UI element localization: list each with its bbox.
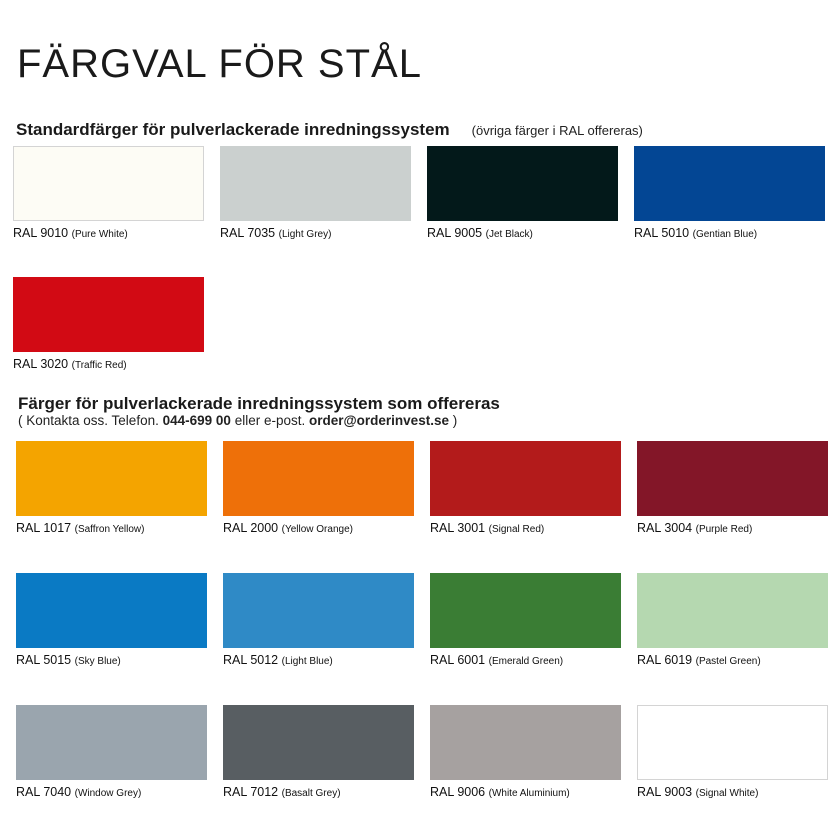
standard-heading-text: Standardfärger för pulverlackerade inred… bbox=[16, 120, 450, 139]
color-swatch bbox=[430, 705, 621, 780]
contact-prefix: ( Kontakta oss. Telefon. bbox=[18, 413, 159, 428]
ral-code: RAL 9005 bbox=[427, 226, 483, 240]
standard-note: (övriga färger i RAL offereras) bbox=[471, 123, 643, 138]
color-name: (White Aluminium) bbox=[488, 788, 570, 799]
color-swatch bbox=[13, 277, 204, 352]
color-swatch-item: RAL 5010 (Gentian Blue) bbox=[634, 146, 825, 240]
ral-code: RAL 9010 bbox=[13, 226, 69, 240]
color-label: RAL 6019 (Pastel Green) bbox=[637, 653, 828, 667]
ral-code: RAL 1017 bbox=[16, 521, 72, 535]
color-swatch-item: RAL 3001 (Signal Red) bbox=[430, 441, 621, 535]
page-title: FÄRGVAL FÖR STÅL bbox=[17, 42, 422, 86]
color-label: RAL 6001 (Emerald Green) bbox=[430, 653, 621, 667]
color-swatch bbox=[430, 573, 621, 648]
color-name: (Basalt Grey) bbox=[281, 788, 341, 799]
color-name: (Pure White) bbox=[71, 229, 128, 240]
color-swatch-item: RAL 7012 (Basalt Grey) bbox=[223, 705, 414, 799]
color-label: RAL 5010 (Gentian Blue) bbox=[634, 226, 825, 240]
ral-code: RAL 5010 bbox=[634, 226, 690, 240]
color-swatch-item: RAL 9006 (White Aluminium) bbox=[430, 705, 621, 799]
color-name: (Yellow Orange) bbox=[281, 524, 353, 535]
color-swatch bbox=[16, 705, 207, 780]
color-label: RAL 3001 (Signal Red) bbox=[430, 521, 621, 535]
color-swatch bbox=[637, 573, 828, 648]
ral-code: RAL 3001 bbox=[430, 521, 486, 535]
ral-code: RAL 7035 bbox=[220, 226, 276, 240]
standard-color-grid: RAL 9010 (Pure White) RAL 7035 (Light Gre… bbox=[13, 146, 825, 371]
color-swatch-item: RAL 1017 (Saffron Yellow) bbox=[16, 441, 207, 535]
color-swatch bbox=[634, 146, 825, 221]
color-name: (Jet Black) bbox=[485, 229, 533, 240]
color-swatch bbox=[637, 441, 828, 516]
color-label: RAL 7035 (Light Grey) bbox=[220, 226, 411, 240]
color-name: (Emerald Green) bbox=[488, 656, 564, 667]
color-swatch bbox=[223, 441, 414, 516]
color-swatch-item: RAL 7035 (Light Grey) bbox=[220, 146, 411, 240]
color-label: RAL 9006 (White Aluminium) bbox=[430, 785, 621, 799]
ral-code: RAL 3004 bbox=[637, 521, 693, 535]
color-swatch-item: RAL 9005 (Jet Black) bbox=[427, 146, 618, 240]
contact-mid: eller e-post. bbox=[234, 413, 306, 428]
color-swatch-item: RAL 5012 (Light Blue) bbox=[223, 573, 414, 667]
ral-code: RAL 7040 bbox=[16, 785, 72, 799]
color-swatch bbox=[16, 573, 207, 648]
color-label: RAL 5012 (Light Blue) bbox=[223, 653, 414, 667]
color-name: (Window Grey) bbox=[74, 788, 142, 799]
color-swatch-item: RAL 3020 (Traffic Red) bbox=[13, 277, 204, 371]
color-swatch bbox=[427, 146, 618, 221]
color-name: (Pastel Green) bbox=[695, 656, 761, 667]
phone-number: 044-699 00 bbox=[162, 413, 231, 428]
color-label: RAL 9003 (Signal White) bbox=[637, 785, 828, 799]
offered-heading: Färger för pulverlackerade inredningssys… bbox=[18, 394, 500, 413]
color-swatch bbox=[223, 573, 414, 648]
color-swatch-item: RAL 6001 (Emerald Green) bbox=[430, 573, 621, 667]
color-name: (Signal Red) bbox=[488, 524, 545, 535]
ral-code: RAL 6019 bbox=[637, 653, 693, 667]
offered-color-grid: RAL 1017 (Saffron Yellow) RAL 2000 (Yello… bbox=[16, 441, 828, 799]
color-swatch bbox=[13, 146, 204, 221]
color-swatch-item: RAL 2000 (Yellow Orange) bbox=[223, 441, 414, 535]
standard-heading: Standardfärger för pulverlackerade inred… bbox=[16, 120, 643, 140]
ral-code: RAL 3020 bbox=[13, 357, 69, 371]
color-label: RAL 9010 (Pure White) bbox=[13, 226, 204, 240]
color-name: (Light Grey) bbox=[278, 229, 332, 240]
color-swatch bbox=[637, 705, 828, 780]
ral-code: RAL 6001 bbox=[430, 653, 486, 667]
color-swatch-item: RAL 3004 (Purple Red) bbox=[637, 441, 828, 535]
color-swatch bbox=[430, 441, 621, 516]
color-name: (Traffic Red) bbox=[71, 360, 127, 371]
color-swatch-item: RAL 9003 (Signal White) bbox=[637, 705, 828, 799]
color-swatch-item: RAL 5015 (Sky Blue) bbox=[16, 573, 207, 667]
color-label: RAL 5015 (Sky Blue) bbox=[16, 653, 207, 667]
color-swatch bbox=[16, 441, 207, 516]
contact-line: ( Kontakta oss. Telefon. 044-699 00 elle… bbox=[18, 413, 457, 428]
color-name: (Purple Red) bbox=[695, 524, 753, 535]
color-swatch-item: RAL 6019 (Pastel Green) bbox=[637, 573, 828, 667]
color-name: (Sky Blue) bbox=[74, 656, 121, 667]
color-label: RAL 7012 (Basalt Grey) bbox=[223, 785, 414, 799]
color-name: (Saffron Yellow) bbox=[74, 524, 145, 535]
ral-code: RAL 7012 bbox=[223, 785, 279, 799]
ral-code: RAL 5012 bbox=[223, 653, 279, 667]
color-swatch bbox=[223, 705, 414, 780]
ral-code: RAL 9006 bbox=[430, 785, 486, 799]
ral-code: RAL 9003 bbox=[637, 785, 693, 799]
contact-suffix: ) bbox=[452, 413, 458, 428]
ral-code: RAL 2000 bbox=[223, 521, 279, 535]
color-label: RAL 3004 (Purple Red) bbox=[637, 521, 828, 535]
email-link[interactable]: order@orderinvest.se bbox=[309, 413, 449, 428]
color-label: RAL 2000 (Yellow Orange) bbox=[223, 521, 414, 535]
color-swatch-item: RAL 9010 (Pure White) bbox=[13, 146, 204, 240]
color-name: (Light Blue) bbox=[281, 656, 333, 667]
color-name: (Signal White) bbox=[695, 788, 759, 799]
ral-code: RAL 5015 bbox=[16, 653, 72, 667]
color-label: RAL 7040 (Window Grey) bbox=[16, 785, 207, 799]
color-label: RAL 1017 (Saffron Yellow) bbox=[16, 521, 207, 535]
color-name: (Gentian Blue) bbox=[692, 229, 758, 240]
color-label: RAL 9005 (Jet Black) bbox=[427, 226, 618, 240]
color-swatch bbox=[220, 146, 411, 221]
color-label: RAL 3020 (Traffic Red) bbox=[13, 357, 204, 371]
color-swatch-item: RAL 7040 (Window Grey) bbox=[16, 705, 207, 799]
